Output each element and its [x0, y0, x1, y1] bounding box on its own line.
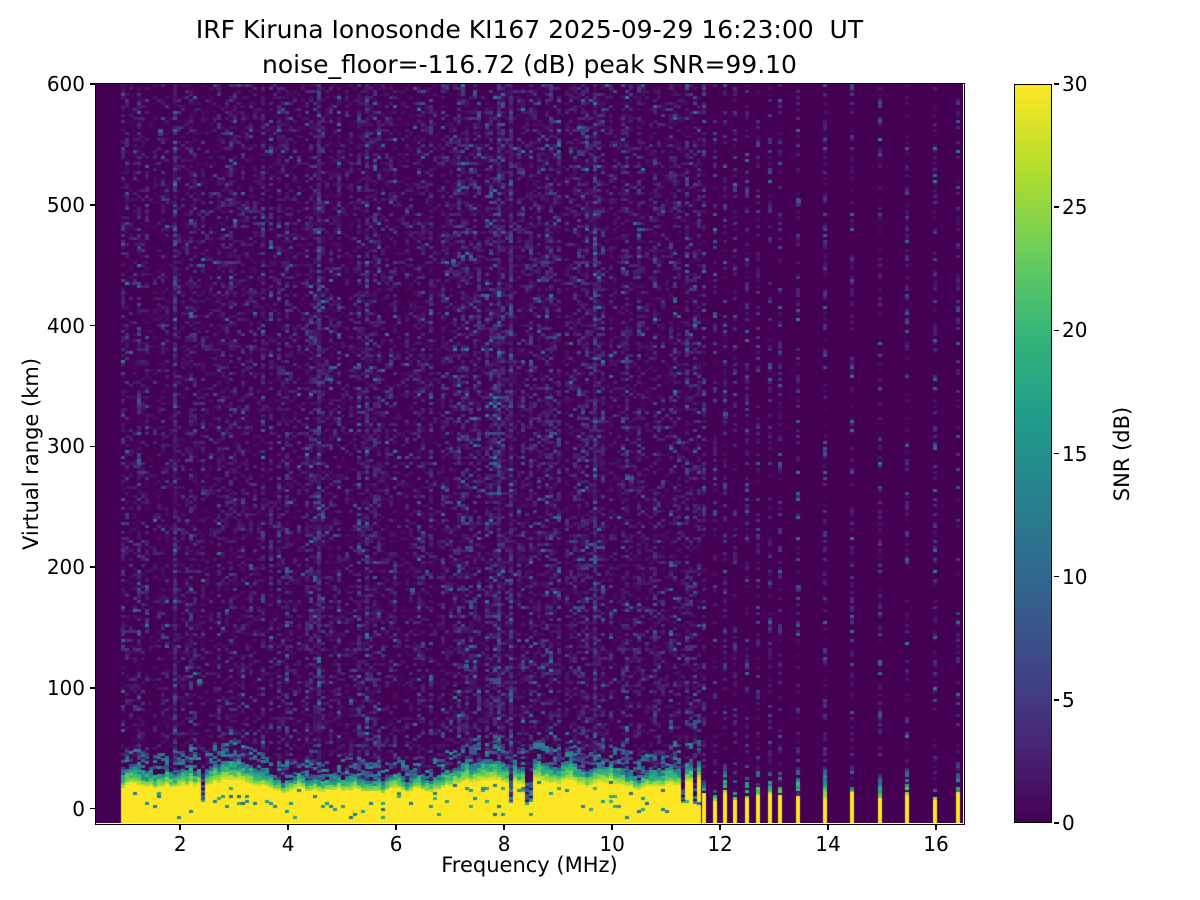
- y-tick-mark: [89, 807, 95, 810]
- y-tick-mark: [89, 324, 95, 327]
- x-tick-label: 16: [923, 832, 949, 856]
- chart-title: IRF Kiruna Ionosonde KI167 2025-09-29 16…: [195, 15, 864, 44]
- y-tick-label: 100: [46, 675, 85, 700]
- y-tick-label: 600: [46, 72, 85, 96]
- colorbar-tick-mark: [1053, 83, 1059, 85]
- x-tick-mark: [287, 824, 289, 830]
- colorbar-tick-label: 10: [1062, 564, 1088, 589]
- colorbar-tick-label: 0: [1062, 811, 1075, 835]
- x-tick-mark: [179, 824, 181, 830]
- x-tick-mark: [503, 824, 505, 830]
- colorbar: [1014, 84, 1052, 823]
- y-tick-label: 300: [46, 434, 85, 459]
- x-tick-label: 14: [815, 832, 841, 856]
- colorbar-tick-mark: [1053, 206, 1059, 208]
- y-tick-mark: [89, 445, 95, 447]
- x-tick-label: 2: [173, 832, 187, 856]
- y-tick-mark: [89, 204, 95, 206]
- x-tick-mark: [719, 824, 721, 830]
- colorbar-tick-label: 5: [1062, 687, 1075, 712]
- y-tick-mark: [89, 687, 95, 689]
- colorbar-tick-mark: [1053, 699, 1059, 701]
- y-tick-label: 200: [46, 555, 85, 579]
- x-tick-label: 10: [599, 832, 625, 856]
- colorbar-tick-label: 25: [1062, 195, 1088, 220]
- x-axis-label: Frequency (MHz): [441, 853, 618, 877]
- colorbar-tick-label: 15: [1062, 441, 1088, 466]
- x-tick-label: 12: [707, 832, 733, 856]
- x-tick-label: 4: [281, 832, 295, 856]
- x-tick-mark: [611, 824, 613, 830]
- x-tick-mark: [827, 824, 829, 830]
- x-tick-mark: [935, 824, 937, 830]
- colorbar-tick-mark: [1053, 822, 1059, 824]
- y-tick-label: 500: [46, 192, 85, 217]
- colorbar-tick-mark: [1053, 452, 1059, 455]
- x-tick-label: 8: [497, 832, 511, 856]
- y-tick-label: 0: [72, 796, 85, 821]
- y-tick-mark: [89, 83, 95, 85]
- colorbar-tick-label: 20: [1062, 318, 1088, 343]
- x-tick-mark: [395, 824, 397, 830]
- plot-area: [94, 82, 965, 825]
- colorbar-tick-mark: [1053, 329, 1059, 332]
- y-tick-label: 400: [46, 313, 85, 338]
- y-tick-mark: [89, 566, 95, 568]
- x-tick-label: 6: [389, 832, 403, 856]
- colorbar-tick-mark: [1053, 575, 1059, 578]
- colorbar-tick-label: 30: [1062, 72, 1088, 96]
- ionogram-heatmap: [96, 84, 963, 823]
- chart-subtitle: noise_floor=-116.72 (dB) peak SNR=99.10: [262, 50, 797, 79]
